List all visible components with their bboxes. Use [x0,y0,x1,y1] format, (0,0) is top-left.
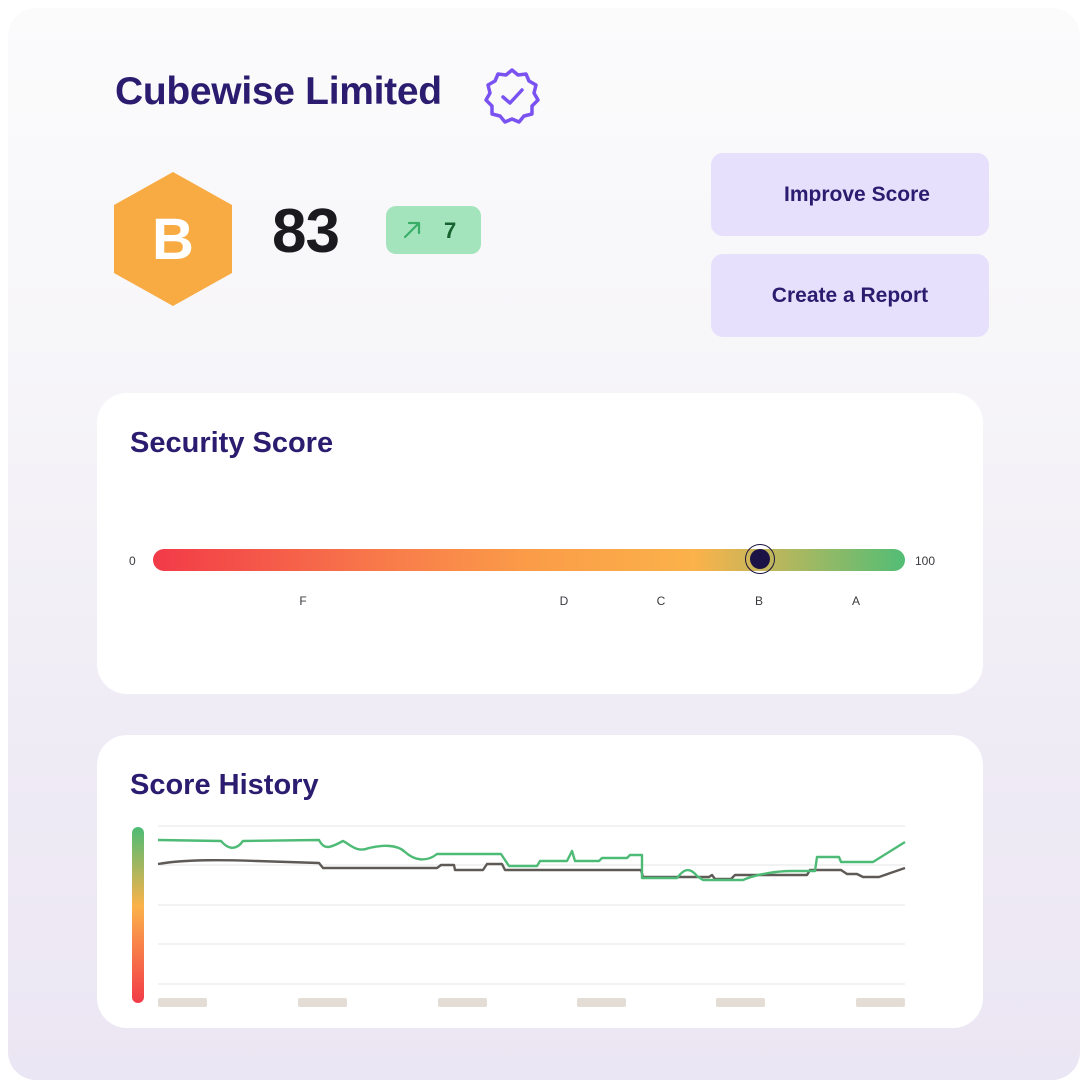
score-value: 83 [272,197,340,266]
grade-label-d: D [559,594,569,608]
x-axis-label-placeholder [716,998,765,1007]
company-name: Cubewise Limited [115,70,442,113]
security-score-card: Security Score 0 100 F D C B A [97,393,983,694]
improve-score-button[interactable]: Improve Score [711,153,989,236]
x-axis-label-placeholder [438,998,487,1007]
x-axis-label-placeholder [577,998,626,1007]
security-score-title: Security Score [130,427,334,459]
x-axis-label-placeholder [158,998,207,1007]
grade-letter: B [152,206,194,272]
score-history-chart [132,825,906,1007]
score-change-badge: 7 [386,206,481,254]
x-axis-label-placeholder [856,998,905,1007]
arrow-up-right-icon [403,221,421,239]
gauge-marker [750,549,770,569]
score-history-title: Score History [130,769,319,801]
x-axis-label-placeholder [298,998,347,1007]
gauge-marker-ring [745,544,775,574]
benchmark-line [157,858,906,881]
grade-hexagon [114,172,232,306]
company-score-line [157,838,906,882]
score-history-card: Score History [97,735,983,1028]
verified-badge-icon [484,68,540,124]
gauge-min-label: 0 [129,554,136,568]
score-gauge-bar [153,549,905,571]
score-change-value: 7 [444,218,457,243]
gauge-max-label: 100 [915,554,936,568]
grade-label-a: A [851,594,860,608]
scale-gradient-bar [132,827,144,1003]
grade-label-f: F [299,594,307,608]
grade-label-c: C [656,594,666,608]
grade-label-b: B [754,594,763,608]
create-report-button[interactable]: Create a Report [711,254,989,337]
